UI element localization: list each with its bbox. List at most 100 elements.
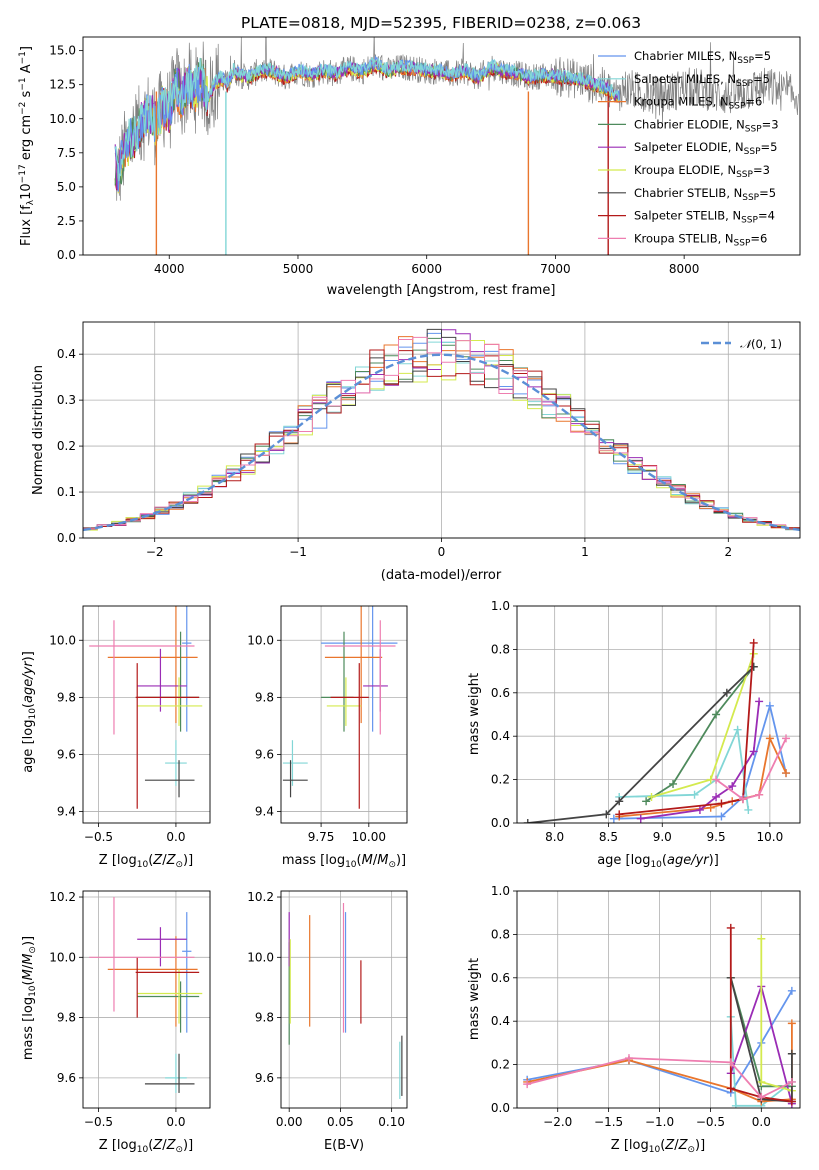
mass_vs_Z-frame (82, 890, 211, 1109)
weight_vs_Z-line-chab_stelib (729, 977, 793, 1103)
weight_vs_age-marker-chab_elodie (669, 779, 678, 788)
weight_vs_age-marker-salp_stelib (717, 799, 726, 808)
weight_vs_age-marker-chab_stelib (602, 810, 611, 819)
residual-hist-salp_elodie (83, 329, 800, 531)
mass_vs_ebv-ytick-label: 10.0 (247, 950, 274, 964)
age_vs_mass-ytick-label: 9.6 (255, 747, 274, 761)
weight_vs_Z-ytick-label: 0.4 (491, 1014, 510, 1028)
age_vs_Z-plot (89, 606, 203, 809)
legend-label-chab_elodie: Chabrier ELODIE, NSSP=3 (634, 117, 779, 134)
spectrum-xtick-label: 5000 (283, 262, 314, 276)
weight_vs_age-marker-krou_stelib (782, 734, 791, 743)
weight_vs_Z-marker-salp_miles (731, 1101, 740, 1108)
weight_vs_age-line-salp_miles (619, 726, 750, 811)
weight_vs_age-line-chab_miles (613, 702, 787, 820)
weight_vs_age-marker-krou_elodie (647, 792, 656, 801)
weight_vs_Z-marker-salp_stelib (787, 1097, 796, 1106)
weight-vs-z-ylabel: mass weight (467, 958, 482, 1040)
weight_vs_age-xtick-label: 9.5 (707, 830, 726, 844)
weight_vs_age-marker-chab_miles (765, 701, 774, 710)
normal-curve (83, 353, 800, 532)
residuals-xtick-label: 2 (724, 545, 732, 559)
weight_vs_age-marker-chab_stelib (722, 688, 731, 697)
spectrum-model-line-salp_miles (114, 56, 620, 182)
spectrum-xlabel: wavelength [Angstrom, rest frame] (327, 283, 556, 298)
spectrum-ytick-label: 0.0 (57, 248, 76, 262)
weight_vs_Z-marker-krou_elodie (757, 934, 766, 943)
spectrum-ytick-label: 7.5 (57, 146, 76, 160)
weight_vs_age-marker-salp_elodie (636, 814, 645, 823)
weight_vs_Z-marker-salp_stelib (726, 923, 735, 932)
weight_vs_Z-line-krou_elodie (760, 938, 793, 1092)
weight_vs_age-frame (516, 605, 801, 824)
weight_vs_Z-xtick-label: 0.0 (752, 1115, 771, 1129)
residual-hist-krou_elodie (83, 340, 800, 531)
spectrum-xtick-label: 4000 (154, 262, 185, 276)
weight_vs_age-line-salp_elodie (640, 701, 760, 820)
weight_vs_age-ytick-label: 0.0 (491, 816, 510, 830)
weight_vs_age-marker-salp_elodie (755, 697, 764, 706)
weight_vs_Z-line-salp_miles (729, 1016, 793, 1107)
weight_vs_age-xtick-label: 8.0 (545, 830, 564, 844)
mass-vs-z-ylabel: mass [log10(M/M⊙)] (21, 936, 38, 1060)
weight_vs_Z-marker-chab_miles (787, 986, 796, 995)
spectrum-xtick-label: 7000 (540, 262, 571, 276)
mass_vs_Z-xtick-label: −0.5 (84, 1115, 113, 1129)
mass_vs_ebv-ytick-label: 10.2 (247, 890, 274, 904)
weight_vs_age-marker-krou_miles (765, 734, 774, 743)
residuals-ytick-label: 0.1 (57, 485, 76, 499)
residual-ylabel: Normed distribution (31, 365, 46, 495)
weight_vs_age-line-chab_elodie (645, 666, 755, 803)
weight_vs_age-marker-krou_miles (782, 769, 791, 778)
spectrum-frame (82, 36, 801, 256)
residuals-xtick-label: 1 (581, 545, 589, 559)
weight_vs_age-ytick-label: 0.8 (491, 642, 510, 656)
axes-layer: 4000 5000 6000 7000 80000.02.55.07.510.012.5… (18, 36, 801, 1155)
mass-vs-z-xlabel: Z [log10(Z/Z⊙)] (99, 1138, 193, 1155)
residuals-ytick-label: 0.4 (57, 347, 76, 361)
legend-label-salp_miles: Salpeter MILES, NSSP=5 (634, 72, 770, 89)
data-layer (83, 37, 800, 1108)
age_vs_Z-ytick-label: 9.8 (57, 690, 76, 704)
weight_vs_age-xtick-label: 9.0 (653, 830, 672, 844)
spectrum-xtick-label: 6000 (411, 262, 442, 276)
mass_vs_ebv-xtick-label: 0.10 (378, 1115, 405, 1129)
weight_vs_age-marker-chab_elodie (712, 710, 721, 719)
weight_vs_age-marker-krou_stelib (738, 795, 747, 804)
weight_vs_Z-marker-krou_stelib (624, 1054, 633, 1063)
weight_vs_Z-ytick-label: 0.6 (491, 971, 510, 985)
residuals-xtick-label: −1 (289, 545, 307, 559)
weight_vs_age-line-salp_stelib (619, 642, 755, 816)
weight-vs-age-ylabel: mass weight (467, 673, 482, 755)
weight_vs_Z-ytick-label: 0.8 (491, 927, 510, 941)
residual-hist-salp_stelib (83, 349, 800, 529)
weight_vs_age-marker-salp_miles (744, 805, 753, 814)
age_vs_Z-frame (82, 605, 211, 824)
residual-hist-krou_stelib (83, 336, 800, 530)
weight_vs_age-marker-chab_elodie (642, 797, 651, 806)
mass_vs_Z-xtick-label: 0.0 (166, 1115, 185, 1129)
residuals-xtick-label: −2 (146, 545, 164, 559)
age_vs_Z-xtick-label: −0.5 (84, 830, 113, 844)
spectrum-xtick-label: 8000 (669, 262, 700, 276)
weight_vs_Z-xtick-label: −1.0 (645, 1115, 674, 1129)
age_vs_Z-ytick-label: 9.4 (57, 805, 76, 819)
grid-layer (83, 322, 800, 1109)
mass_vs_Z-ytick-label: 9.8 (57, 1011, 76, 1025)
legend-label-krou_elodie: Kroupa ELODIE, NSSP=3 (634, 163, 770, 180)
age_vs_Z-ytick-label: 10.0 (49, 633, 76, 647)
mass_vs_ebv-plot (288, 903, 403, 1099)
spectrum-ytick-label: 15.0 (49, 44, 76, 58)
weight_vs_Z-frame (516, 890, 801, 1109)
weight_vs_age-ytick-label: 0.2 (491, 773, 510, 787)
legend-label-krou_miles: Kroupa MILES, NSSP=6 (634, 95, 762, 112)
mass-vs-ebv-xlabel: E(B-V) (324, 1138, 364, 1153)
mass_vs_Z-ytick-label: 10.2 (49, 890, 76, 904)
spectrum-ytick-label: 10.0 (49, 112, 76, 126)
residuals-ytick-label: 0.3 (57, 393, 76, 407)
weight_vs_age-xtick-label: 10.0 (757, 830, 784, 844)
residuals-ytick-label: 0.2 (57, 439, 76, 453)
spectrum-plot (114, 37, 799, 255)
weight_vs_age-marker-salp_stelib (749, 638, 758, 647)
weight_vs_Z-marker-krou_stelib (726, 1058, 735, 1067)
